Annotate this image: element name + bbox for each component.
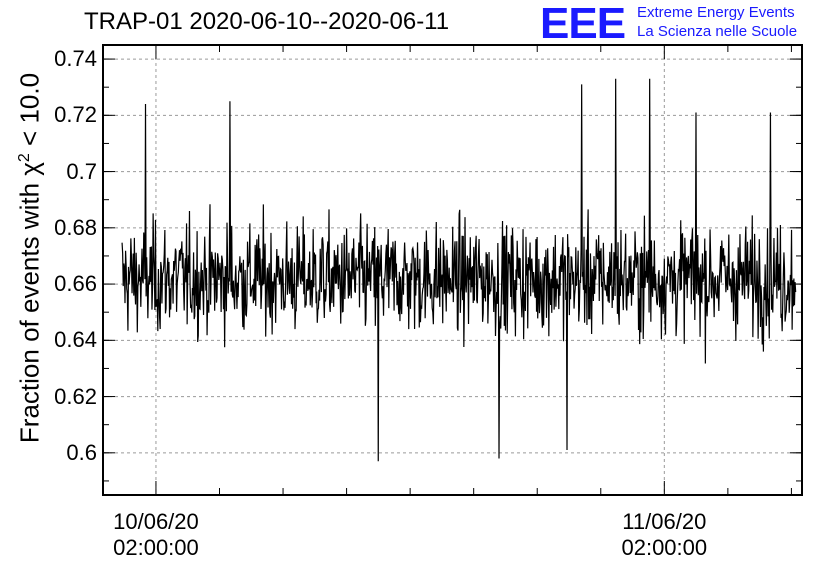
x-tick-label-time: 02:00:00 — [621, 535, 708, 560]
eee-logo: EEE — [540, 0, 626, 48]
y-tick-label: 0.66 — [54, 271, 97, 297]
y-tick-label: 0.68 — [54, 214, 97, 240]
logo-line-2: La Scienza nelle Scuole — [637, 23, 798, 40]
y-tick-label: 0.6 — [66, 439, 97, 465]
x-tick-label: 10/06/20 02:00:00 — [113, 509, 199, 561]
series-line — [121, 78, 797, 462]
y-tick-label: 0.72 — [54, 102, 97, 128]
x-tick-label: 11/06/20 02:00:00 — [621, 509, 707, 561]
x-tick-label-date: 10/06/20 — [113, 509, 199, 534]
logo-line-1: Extreme Energy Events — [637, 4, 795, 21]
x-tick-label-date: 11/06/20 — [622, 509, 707, 534]
y-tick-label: 0.62 — [54, 383, 97, 409]
y-tick-label: 0.64 — [54, 327, 97, 353]
x-tick-label-time: 02:00:00 — [113, 535, 199, 560]
y-tick-label: 0.74 — [54, 46, 97, 72]
plot-frame — [102, 44, 803, 496]
chart-title: TRAP-01 2020-06-10--2020-06-11 — [84, 8, 450, 35]
y-tick-label: 0.7 — [66, 158, 97, 184]
